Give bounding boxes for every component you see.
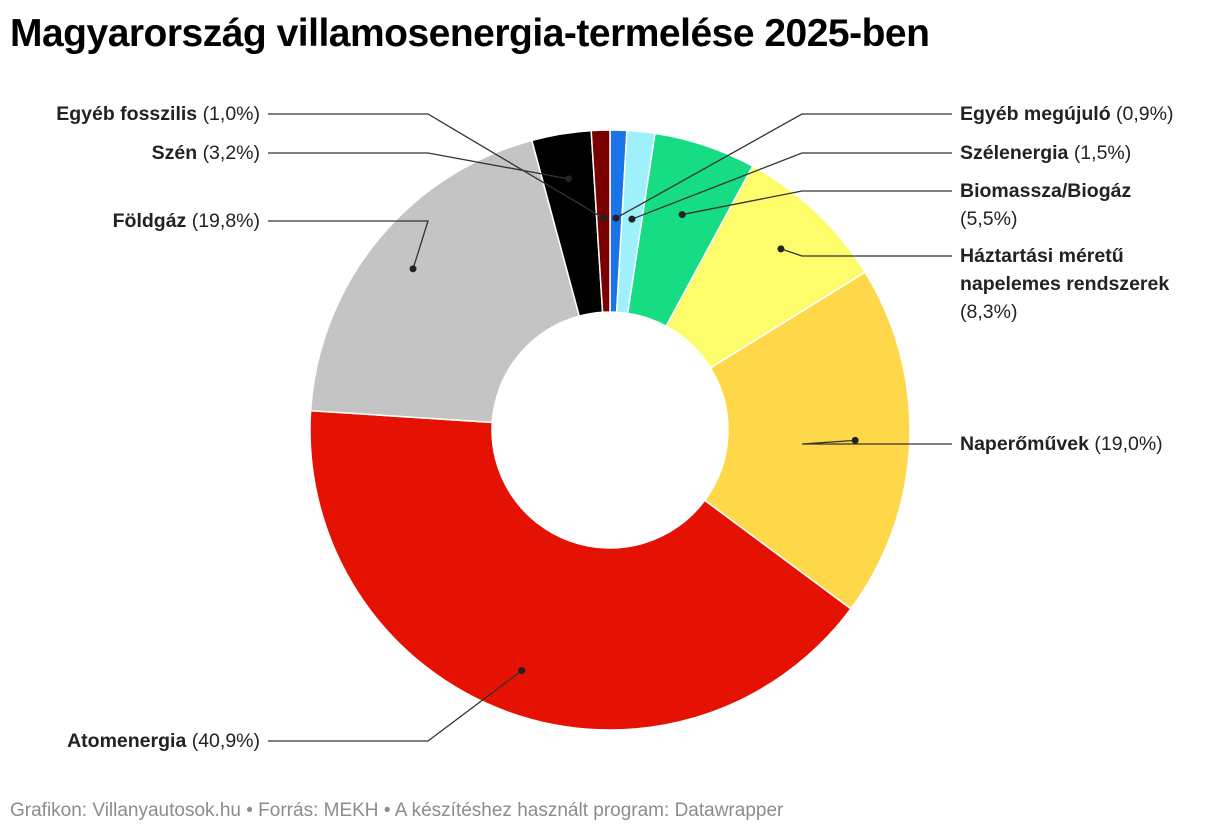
leader-dot-7: [565, 175, 573, 183]
label-value: (19,8%): [191, 210, 260, 232]
leader-dot-3: [777, 245, 785, 253]
label-name: Biomassza/Biogáz: [960, 180, 1132, 202]
label-value: (3,2%): [202, 142, 260, 164]
leader-line-1: [631, 152, 952, 220]
leader-line-5: [268, 670, 523, 742]
leader-dot-5: [518, 667, 526, 675]
leader-line-2: [682, 190, 952, 216]
leader-line-4: [801, 439, 952, 445]
label-naperomuvek: Naperőművek (19,0%): [960, 430, 1163, 458]
label-name: Szélenergia: [960, 142, 1069, 164]
leader-dot-8: [599, 214, 607, 222]
leader-dot-6: [409, 265, 417, 273]
label-name: Háztartási méretű napelemes rendszerek: [960, 245, 1170, 295]
leader-dot-0: [612, 214, 620, 222]
leader-dot-2: [678, 211, 686, 219]
leader-line-6: [268, 220, 429, 270]
label-foldgaz: Földgáz (19,8%): [113, 207, 260, 235]
label-value: (1,0%): [202, 103, 260, 125]
footer-separator: •: [383, 800, 391, 821]
label-name: Atomenergia: [67, 730, 187, 752]
label-haztartasi-napelem: Háztartási méretű napelemes rendszerek (…: [960, 242, 1210, 326]
leader-line-0: [615, 113, 952, 219]
label-egyeb-megujulo: Egyéb megújuló (0,9%): [960, 100, 1173, 128]
label-atomenergia: Atomenergia (40,9%): [67, 727, 260, 755]
label-szelenergia: Szélenergia (1,5%): [960, 139, 1131, 167]
chart-title: Magyarország villamosenergia-termelése 2…: [10, 12, 930, 55]
label-value: (1,5%): [1073, 142, 1132, 164]
footer-source: Forrás: MEKH: [258, 800, 379, 821]
leader-line-8: [268, 113, 604, 219]
label-name: Egyéb megújuló: [960, 103, 1111, 125]
label-value: (5,5%): [960, 208, 1018, 230]
slice-4: [703, 271, 911, 610]
label-value: (19,0%): [1094, 433, 1163, 455]
label-name: Földgáz: [112, 210, 187, 232]
leader-dot-1: [628, 215, 636, 223]
label-biomassza: Biomassza/Biogáz (5,5%): [960, 177, 1131, 233]
label-value: (0,9%): [1116, 103, 1174, 125]
label-value: (40,9%): [191, 730, 260, 752]
slice-8: [590, 129, 611, 314]
footer: Grafikon: Villanyautosok.hu • Forrás: ME…: [10, 800, 783, 822]
slice-6: [309, 139, 581, 424]
label-egyeb-fosszilis: Egyéb fosszilis (1,0%): [56, 100, 260, 128]
leader-line-3: [780, 248, 952, 257]
label-value: (8,3%): [960, 301, 1018, 323]
footer-credit: Grafikon: Villanyautosok.hu: [10, 800, 241, 821]
footer-separator: •: [246, 800, 253, 821]
label-name: Naperőművek: [960, 433, 1089, 455]
slice-5: [309, 409, 852, 731]
footer-tool: A készítéshez használt program: Datawrap…: [394, 800, 784, 821]
leader-dot-4: [851, 436, 859, 444]
label-name: Egyéb fosszilis: [56, 103, 198, 125]
label-name: Szén: [151, 142, 198, 164]
label-szen: Szén (3,2%): [152, 139, 260, 167]
